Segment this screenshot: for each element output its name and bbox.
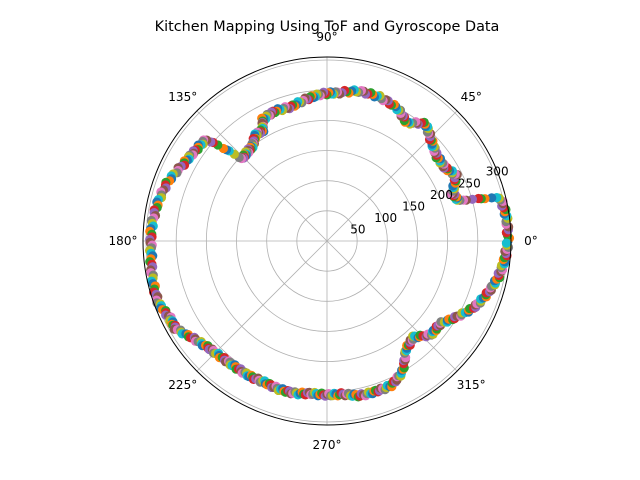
angle-tick-label: 315°	[457, 378, 486, 392]
angular-gridline	[326, 240, 458, 372]
angle-tick-label: 180°	[109, 234, 138, 248]
scatter-point	[501, 238, 511, 248]
angular-gridline	[196, 110, 328, 242]
polar-frame	[142, 56, 512, 426]
angle-tick-label: 270°	[313, 438, 342, 452]
axis-labels: 50 100 150 200 250 300 0° 45° 90° 135° 180° 225° 270…	[109, 30, 538, 452]
angle-tick-label: 225°	[168, 378, 197, 392]
angle-tick-label: 90°	[316, 30, 337, 44]
polar-grid	[143, 57, 511, 425]
radial-tick-label: 250	[458, 176, 481, 190]
angle-tick-label: 135°	[168, 90, 197, 104]
angular-gridline	[326, 110, 458, 242]
radial-tick-label: 50	[350, 222, 365, 236]
data-points	[145, 85, 515, 402]
angle-tick-label: 0°	[524, 234, 538, 248]
chart-title: Kitchen Mapping Using ToF and Gyroscope …	[155, 19, 500, 35]
angle-tick-label: 45°	[461, 90, 482, 104]
radial-tick-label: 150	[402, 199, 425, 213]
radial-tick-label: 100	[374, 211, 397, 225]
radial-tick-label: 200	[430, 188, 453, 202]
scatter-point	[487, 193, 497, 203]
radial-tick-label: 300	[486, 165, 509, 179]
